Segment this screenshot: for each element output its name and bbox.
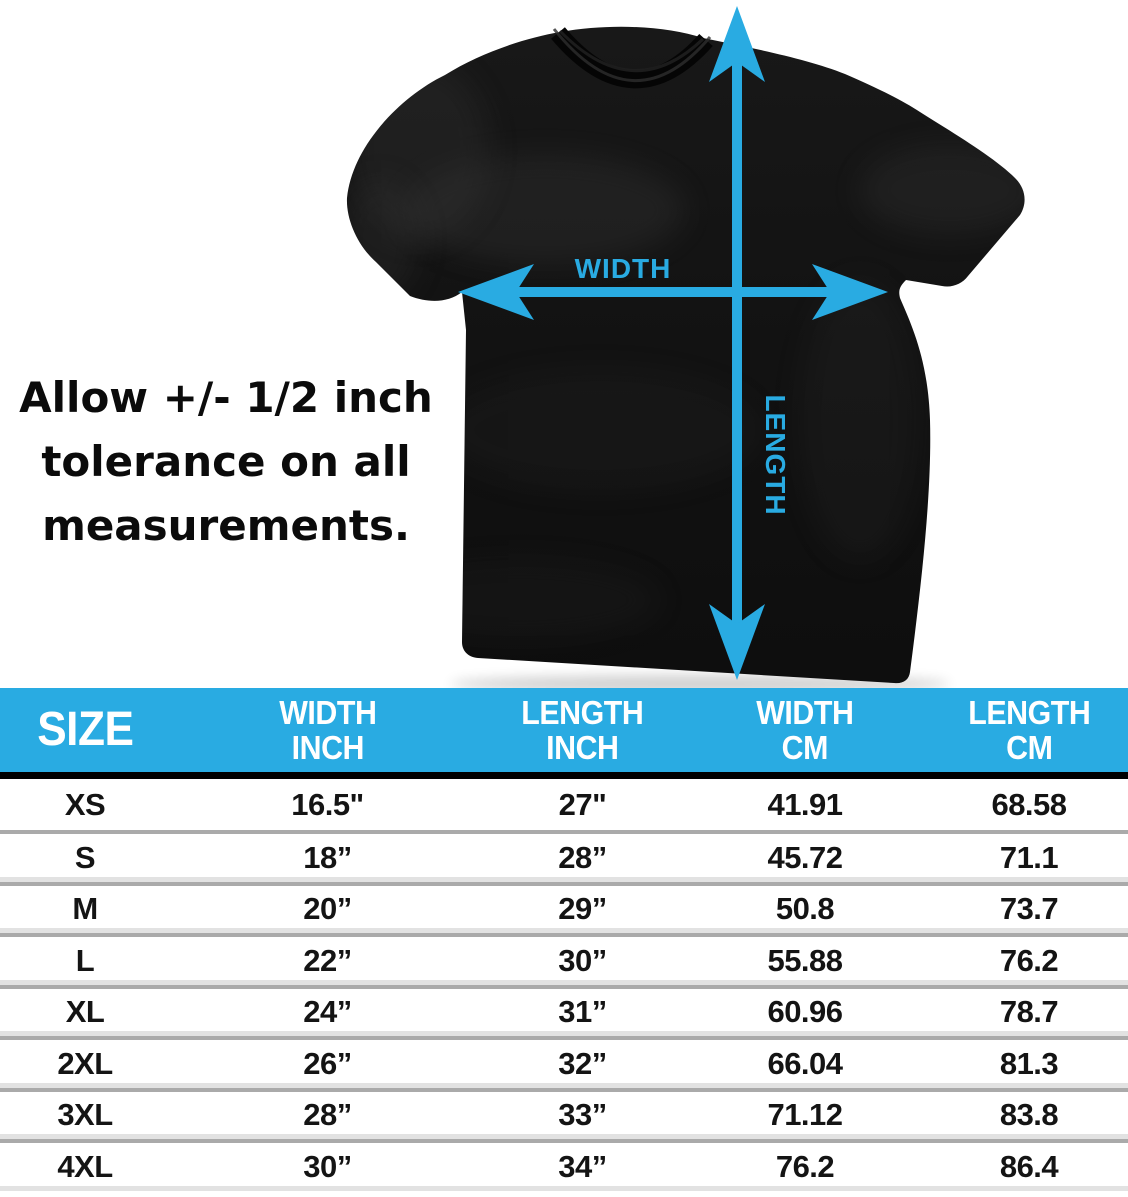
cell-length-inch: 29” (558, 891, 607, 927)
cell-width-cm: 71.12 (767, 1097, 843, 1133)
cell-length-cm: 73.7 (999, 891, 1059, 927)
table-row: 3XL 28” 33” 71.12 83.8 (0, 1087, 1128, 1140)
cell-width-inch: 20” (303, 891, 352, 927)
cell-width-cm: 76.2 (775, 1148, 835, 1184)
size-table: SIZE WIDTH INCH LENGTH INCH WIDTH CM LEN… (0, 688, 1128, 1191)
cell-length-cm: 83.8 (999, 1097, 1059, 1133)
hero-section: WIDTH LENGTH Allow +/- 1/2 inch toleranc… (19, 6, 1025, 688)
cell-width-inch: 24” (303, 994, 352, 1030)
tolerance-note: Allow +/- 1/2 inch tolerance on all meas… (19, 373, 433, 550)
table-header-row: SIZE WIDTH INCH LENGTH INCH WIDTH CM LEN… (0, 688, 1128, 779)
collar (551, 27, 713, 89)
table-row: M 20” 29” 50.8 73.7 (0, 881, 1128, 934)
width-arrow (458, 264, 888, 320)
cell-width-inch: 18” (303, 839, 352, 875)
header-length-cm: LENGTH CM (967, 694, 1091, 766)
tshirt-silhouette (346, 26, 1025, 684)
table-body: XS 16.5" 27" 41.91 68.58 S 18” 28” 45.72 71.1 M 20”… (0, 779, 1128, 1191)
table-row: XS 16.5" 27" 41.91 68.58 (0, 779, 1128, 830)
cell-length-inch: 34” (558, 1148, 607, 1184)
cell-size: M (72, 891, 98, 927)
table-row: 4XL 30” 34” 76.2 86.4 (0, 1139, 1128, 1191)
cell-length-inch: 31” (558, 994, 607, 1030)
cell-length-inch: 32” (558, 1045, 607, 1081)
cell-width-cm: 50.8 (775, 891, 835, 927)
header-length-inch: LENGTH INCH (521, 694, 644, 766)
cell-width-cm: 66.04 (767, 1045, 843, 1081)
header-width-inch: WIDTH INCH (278, 694, 377, 766)
cell-size: 4XL (57, 1148, 113, 1184)
cell-width-cm: 41.91 (767, 786, 843, 822)
cell-width-inch: 26” (303, 1045, 352, 1081)
cell-length-inch: 30” (558, 942, 607, 978)
table-row: S 18” 28” 45.72 71.1 (0, 830, 1128, 882)
cell-size: L (75, 942, 95, 978)
cell-width-inch: 30” (303, 1148, 352, 1184)
table-row: XL 24” 31” 60.96 78.7 (0, 984, 1128, 1037)
cell-size: 3XL (57, 1097, 113, 1133)
cell-size: S (74, 839, 96, 875)
cell-width-inch: 16.5" (291, 786, 364, 822)
cell-length-inch: 33” (558, 1097, 607, 1133)
table-row: L 22” 30” 55.88 76.2 (0, 933, 1128, 985)
cell-width-inch: 28” (303, 1097, 352, 1133)
cell-length-cm: 76.2 (999, 942, 1059, 978)
header-size: SIZE (36, 703, 134, 756)
length-label: LENGTH (760, 394, 791, 515)
cell-length-inch: 28” (558, 839, 607, 875)
length-arrow (709, 6, 765, 680)
cell-size: XL (65, 994, 105, 1030)
width-label: WIDTH (575, 253, 672, 284)
cell-length-cm: 71.1 (999, 839, 1059, 875)
header-width-cm: WIDTH CM (756, 694, 854, 766)
cell-width-cm: 60.96 (767, 994, 843, 1030)
cell-length-cm: 78.7 (999, 994, 1059, 1030)
table-row: 2XL 26” 32” 66.04 81.3 (0, 1036, 1128, 1088)
cell-width-inch: 22” (303, 942, 352, 978)
cell-size: 2XL (57, 1045, 113, 1081)
cell-length-cm: 68.58 (991, 786, 1067, 822)
cell-width-cm: 45.72 (767, 839, 843, 875)
tshirt-diagram: WIDTH LENGTH (346, 6, 1025, 688)
cell-length-inch: 27" (558, 786, 607, 822)
cell-length-cm: 86.4 (999, 1148, 1059, 1184)
cell-length-cm: 81.3 (999, 1045, 1059, 1081)
cell-size: XS (64, 786, 106, 822)
cell-width-cm: 55.88 (767, 942, 843, 978)
